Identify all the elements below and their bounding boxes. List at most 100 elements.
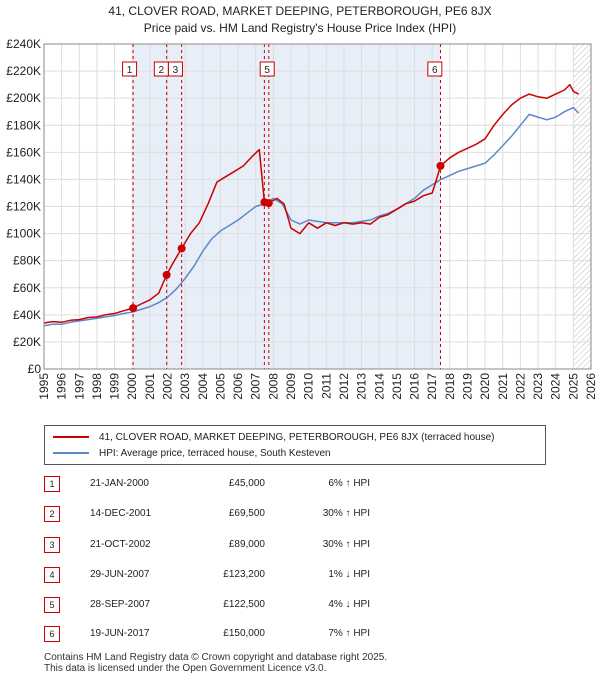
transaction-price: £122,500 xyxy=(223,599,265,610)
y-tick-label: £240K xyxy=(6,37,41,51)
transaction-row: 1 21-JAN-2000 £45,000 6% ↑ HPI xyxy=(0,476,600,494)
x-tick-label: 2011 xyxy=(319,373,333,399)
transaction-number-badge: 2 xyxy=(44,506,60,522)
transaction-price: £89,000 xyxy=(228,539,265,550)
x-tick-label: 2007 xyxy=(249,373,263,400)
x-tick-label: 2016 xyxy=(408,373,422,400)
footer-license: This data is licensed under the Open Gov… xyxy=(44,663,327,674)
sale-point-3 xyxy=(177,244,186,253)
transaction-row: 3 21-OCT-2002 £89,000 30% ↑ HPI xyxy=(0,537,600,555)
x-tick-label: 1997 xyxy=(72,373,86,400)
x-tick-label: 2009 xyxy=(284,373,298,400)
transaction-date: 21-JAN-2000 xyxy=(90,478,149,489)
x-tick-label: 2002 xyxy=(161,373,175,400)
sale-marker-badge-2: 2 xyxy=(153,61,169,77)
sale-marker-badge-number: 5 xyxy=(264,65,270,76)
legend-label-property: 41, CLOVER ROAD, MARKET DEEPING, PETERBO… xyxy=(99,431,495,443)
x-tick-label: 2017 xyxy=(425,373,439,400)
transaction-hpi-change: 30% ↑ HPI xyxy=(322,539,370,550)
x-tick-label: 2005 xyxy=(213,373,227,400)
property-price-line xyxy=(43,83,579,324)
y-tick-label: £180K xyxy=(6,118,41,132)
legend-swatch-property xyxy=(53,436,89,438)
sale-marker-badge-number: 2 xyxy=(159,65,165,76)
x-tick-label: 2000 xyxy=(125,373,139,400)
legend-label-hpi: HPI: Average price, terraced house, Sout… xyxy=(99,447,331,459)
y-tick-label: £40K xyxy=(13,308,41,322)
x-tick-label: 2014 xyxy=(372,373,386,400)
transaction-price: £45,000 xyxy=(228,478,265,489)
y-tick-label: £200K xyxy=(6,91,41,105)
y-tick-label: £60K xyxy=(13,281,41,295)
x-tick-label: 2010 xyxy=(302,373,316,400)
transaction-date: 14-DEC-2001 xyxy=(90,508,152,519)
footer-copyright: Contains HM Land Registry data © Crown c… xyxy=(44,652,388,663)
sale-marker-badge-box xyxy=(427,61,443,77)
x-tick-label: 2026 xyxy=(584,373,598,400)
x-tick-label: 2023 xyxy=(531,373,545,400)
x-tick-label: 2024 xyxy=(549,373,563,400)
x-tick-label: 2021 xyxy=(496,373,510,400)
transaction-row: 4 29-JUN-2007 £123,200 1% ↓ HPI xyxy=(0,567,600,585)
x-tick-label: 2015 xyxy=(390,373,404,400)
legend-item-hpi: HPI: Average price, terraced house, Sout… xyxy=(53,445,331,461)
sale-marker-badge-box xyxy=(259,61,275,77)
y-tick-label: £120K xyxy=(6,200,41,214)
chart-subtitle: Price paid vs. HM Land Registry's House … xyxy=(143,21,457,35)
transaction-hpi-change: 30% ↑ HPI xyxy=(322,508,370,519)
transaction-price: £69,500 xyxy=(228,508,265,519)
transaction-row: 5 28-SEP-2007 £122,500 4% ↓ HPI xyxy=(0,597,600,615)
y-tick-label: £20K xyxy=(13,335,41,349)
transaction-date: 29-JUN-2007 xyxy=(90,569,150,580)
sale-marker-badge-box xyxy=(122,61,138,77)
sale-point-1 xyxy=(129,304,138,313)
y-tick-label: £80K xyxy=(13,254,41,268)
transaction-hpi-change: 4% ↓ HPI xyxy=(328,599,370,610)
transaction-number-badge: 3 xyxy=(44,537,60,553)
x-tick-label: 2020 xyxy=(478,373,492,400)
x-tick-label: 2018 xyxy=(443,373,457,400)
x-tick-label: 2004 xyxy=(196,373,210,400)
transaction-row: 6 19-JUN-2017 £150,000 7% ↑ HPI xyxy=(0,626,600,644)
x-tick-label: 1996 xyxy=(55,373,69,400)
y-tick-label: £0 xyxy=(28,362,42,376)
plot-frame xyxy=(43,43,592,370)
transaction-date: 28-SEP-2007 xyxy=(90,599,151,610)
transaction-date: 19-JUN-2017 xyxy=(90,628,150,639)
sale-marker-badge-number: 1 xyxy=(127,65,133,76)
y-tick-label: £220K xyxy=(6,64,41,78)
x-tick-label: 1998 xyxy=(90,373,104,400)
sale-marker-badge-3: 3 xyxy=(167,61,183,77)
transaction-date: 21-OCT-2002 xyxy=(90,539,151,550)
sale-marker-badge-box xyxy=(167,61,183,77)
legend-swatch-hpi xyxy=(53,452,89,454)
transaction-number-badge: 1 xyxy=(44,476,60,492)
x-tick-label: 2008 xyxy=(266,373,280,400)
price-chart: £0 £20K £40K £60K £80K £100K £120K £140K £160K £1… xyxy=(6,37,598,400)
sale-marker-badge-6: 6 xyxy=(427,61,443,77)
y-tick-label: £140K xyxy=(6,172,41,186)
transaction-price: £150,000 xyxy=(223,628,265,639)
x-tick-label: 2006 xyxy=(231,373,245,400)
transaction-number-badge: 4 xyxy=(44,567,60,583)
sale-point-6 xyxy=(436,161,445,170)
y-tick-label: £100K xyxy=(6,227,41,241)
x-tick-label: 1995 xyxy=(37,373,51,400)
transaction-hpi-change: 7% ↑ HPI xyxy=(328,628,370,639)
sale-point-5 xyxy=(264,199,273,208)
transaction-hpi-change: 1% ↓ HPI xyxy=(328,569,370,580)
legend-item-property: 41, CLOVER ROAD, MARKET DEEPING, PETERBO… xyxy=(53,429,495,445)
chart-title-address: 41, CLOVER ROAD, MARKET DEEPING, PETERBO… xyxy=(108,4,492,18)
transaction-row: 2 14-DEC-2001 £69,500 30% ↑ HPI xyxy=(0,506,600,524)
transaction-price: £123,200 xyxy=(223,569,265,580)
x-tick-label: 1999 xyxy=(108,373,122,400)
sale-marker-badge-1: 1 xyxy=(122,61,138,77)
x-tick-label: 2001 xyxy=(143,373,157,400)
y-tick-label: £160K xyxy=(6,145,41,159)
x-tick-label: 2012 xyxy=(337,373,351,400)
transaction-number-badge: 6 xyxy=(44,626,60,642)
footer: Contains HM Land Registry data © Crown c… xyxy=(44,652,387,674)
sale-marker-badge-5: 5 xyxy=(259,61,275,77)
x-tick-label: 2003 xyxy=(178,373,192,400)
x-tick-label: 2013 xyxy=(355,373,369,400)
